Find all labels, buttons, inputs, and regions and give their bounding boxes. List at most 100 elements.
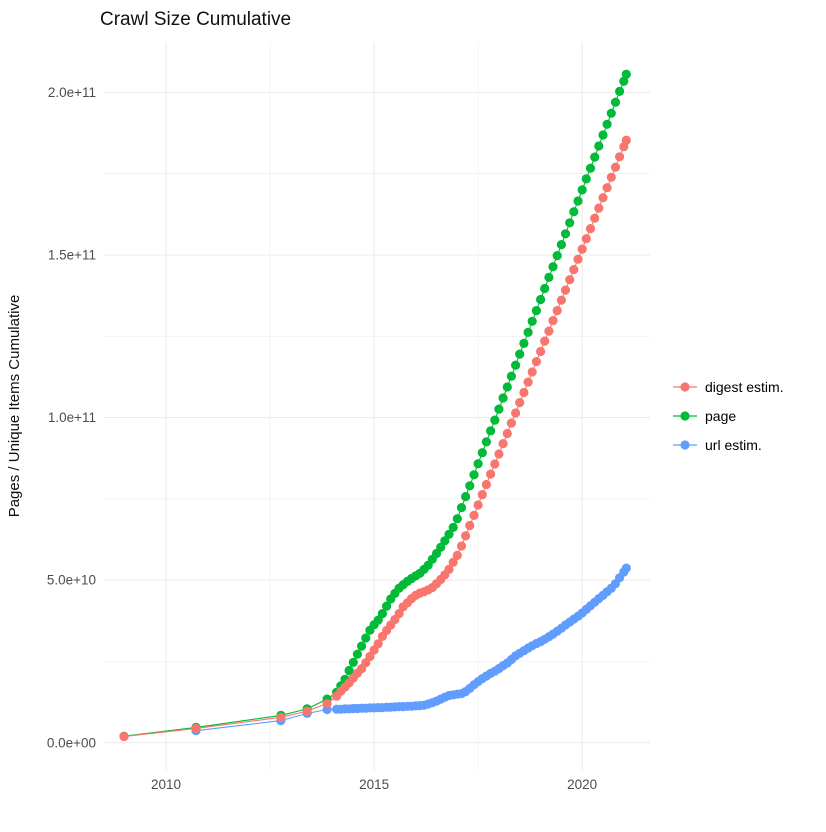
page-point — [590, 152, 600, 162]
page-point — [544, 272, 554, 282]
digest-estim-point — [510, 408, 521, 418]
digest-estim-point — [444, 564, 454, 575]
digest-estim-point — [481, 479, 491, 490]
digest-estim-point — [610, 162, 621, 172]
x-tick-label: 2010 — [151, 777, 181, 792]
digest-estim-point — [119, 731, 129, 742]
digest-estim-point — [573, 254, 583, 264]
page-point — [502, 382, 512, 392]
digest-estim-point — [502, 428, 512, 439]
page-point — [357, 641, 367, 651]
page-point — [361, 633, 371, 643]
digest-estim-point — [552, 306, 562, 316]
axis-tick-labels: 0.0e+00 5.0e+10 1.0e+11 1.5e+11 2.0e+11 2010 2… — [47, 85, 597, 792]
digest-estim-point — [540, 336, 550, 346]
digest-estim-point — [394, 609, 404, 619]
digest-estim-point — [556, 295, 567, 305]
digest-estim-point — [527, 367, 537, 377]
digest-estim-point — [448, 557, 458, 567]
page-point — [519, 338, 529, 348]
page-point — [382, 601, 392, 611]
url-estim-key-icon — [673, 440, 697, 450]
legend-key-dot — [680, 440, 690, 450]
data-series-layer — [119, 69, 631, 742]
minor-gridlines — [104, 42, 650, 770]
digest-estim-point — [519, 387, 529, 398]
legend: digest estim. page url estim. — [672, 378, 784, 454]
page-point — [515, 349, 525, 359]
digest-estim-point — [302, 706, 312, 716]
page-point — [456, 503, 467, 513]
page-point — [615, 86, 625, 96]
legend-item-page: page — [672, 407, 784, 425]
legend-label-url-estim: url estim. — [705, 437, 762, 453]
page-point — [621, 69, 631, 79]
digest-estim-point — [365, 651, 375, 662]
page-point — [448, 522, 458, 533]
page-point — [510, 360, 521, 370]
legend-label-page: page — [705, 408, 737, 424]
digest-estim-point — [490, 459, 500, 469]
digest-estim-point — [469, 510, 479, 520]
y-tick-label: 0.0e+00 — [47, 735, 96, 750]
digest-estim-point — [585, 224, 596, 234]
page-point — [377, 609, 387, 619]
legend-item-url-estim: url estim. — [672, 436, 784, 454]
page-point — [373, 615, 383, 625]
page-point — [556, 240, 567, 250]
digest-estim-point — [465, 520, 475, 531]
page-point — [548, 262, 558, 272]
digest-estim-point — [373, 639, 383, 649]
page-point — [506, 371, 516, 381]
digest-estim-point — [515, 398, 525, 408]
digest-estim-point — [506, 418, 516, 428]
digest-estim-point — [322, 699, 332, 709]
page-point — [490, 415, 500, 425]
digest-estim-point — [565, 275, 575, 285]
digest-estim-point — [615, 152, 625, 162]
page-point — [440, 536, 450, 546]
digest-estim-point — [569, 265, 579, 275]
page-point — [494, 404, 504, 414]
digest-estim-point — [536, 346, 546, 357]
page-point — [498, 393, 508, 403]
page-point — [477, 448, 487, 458]
legend-label-digest-estim: digest estim. — [705, 379, 784, 395]
digest-estim-point — [577, 244, 587, 254]
page-point — [527, 316, 537, 326]
digest-estim-point — [621, 135, 631, 145]
digest-estim-point — [544, 326, 554, 336]
page-point — [598, 130, 608, 140]
digest-estim-point — [276, 712, 286, 722]
page-point — [481, 437, 491, 447]
chart-title: Crawl Size Cumulative — [100, 9, 291, 30]
digest-estim-point — [486, 469, 496, 479]
digest-estim-point — [531, 357, 542, 367]
page-point — [444, 529, 454, 539]
x-tick-label: 2015 — [359, 777, 389, 792]
page-point — [602, 119, 612, 129]
major-gridlines — [104, 42, 650, 770]
digest-estim-point — [456, 541, 467, 551]
y-tick-label: 5.0e+10 — [47, 573, 96, 588]
page-point — [577, 185, 587, 195]
y-tick-label: 2.0e+11 — [48, 85, 96, 100]
digest-estim-point — [606, 172, 616, 182]
digest-estim-point — [473, 500, 483, 510]
digest-estim-point — [590, 213, 600, 223]
page-point — [610, 97, 621, 107]
digest-estim-point — [498, 439, 508, 449]
digest-estim-point — [548, 316, 558, 326]
legend-item-digest-estim: digest estim. — [672, 378, 784, 396]
page-point — [594, 141, 604, 151]
y-axis-title: Pages / Unique Items Cumulative — [6, 295, 23, 518]
digest-estim-point — [452, 550, 462, 561]
y-tick-label: 1.5e+11 — [48, 248, 96, 263]
page-point — [606, 108, 616, 118]
page-point — [581, 174, 591, 184]
legend-key-dot — [680, 411, 690, 421]
page-point — [560, 229, 571, 239]
url-estim-point — [621, 563, 631, 573]
legend-key-dot — [680, 382, 690, 392]
